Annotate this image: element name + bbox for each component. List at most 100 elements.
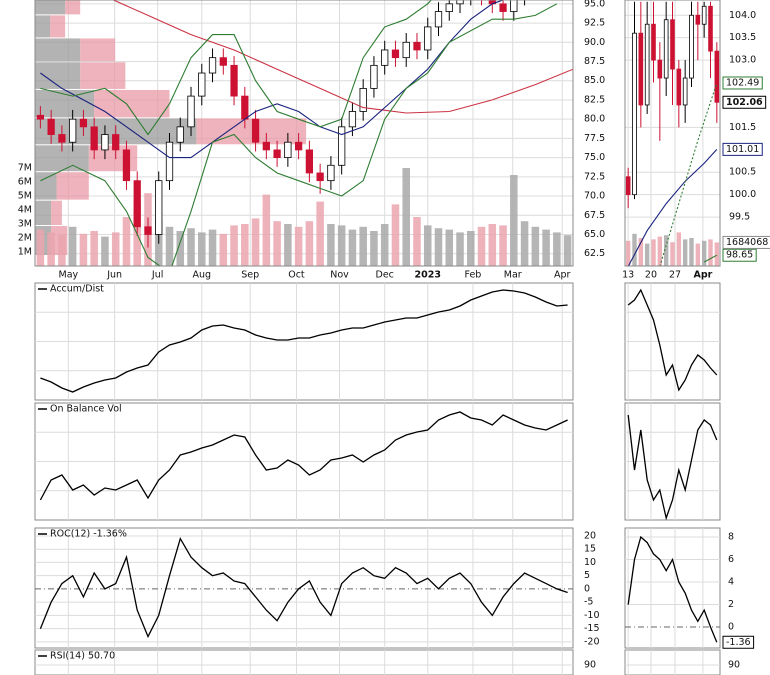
volume-by-price-down xyxy=(50,15,66,38)
y-tick-label: 100.0 xyxy=(729,189,756,200)
candle-body xyxy=(58,134,66,143)
candle-body xyxy=(359,88,367,112)
y-tick-label: 67.5 xyxy=(584,210,605,221)
candle-body xyxy=(155,180,163,235)
volume-bar xyxy=(273,221,281,266)
x-tick-label: 27 xyxy=(669,270,681,281)
candle-body xyxy=(284,141,292,159)
volume-bar xyxy=(563,235,572,266)
candle-body xyxy=(90,126,98,151)
y-tick-label: 80.0 xyxy=(584,114,605,125)
volume-bar xyxy=(305,221,314,266)
volume-bar xyxy=(423,225,432,266)
candle-body xyxy=(370,64,378,89)
y-tick-label: 77.5 xyxy=(584,133,605,144)
panel-frame xyxy=(624,649,721,675)
volume-by-price-up xyxy=(35,15,51,38)
y-tick-label: 0 xyxy=(728,621,734,632)
y-tick-label: 62.5 xyxy=(584,248,605,259)
candle-body xyxy=(413,41,421,51)
volume-bar xyxy=(434,228,443,266)
volume-bar xyxy=(219,233,228,266)
volume-bar xyxy=(316,201,324,266)
volume-bar xyxy=(391,204,400,266)
volume-bar xyxy=(651,239,656,266)
volume-bar xyxy=(359,226,367,266)
volume-tick-label: 3M xyxy=(18,219,32,230)
candle-body xyxy=(714,50,720,103)
volume-bar xyxy=(542,229,550,266)
indicator-line xyxy=(39,411,568,501)
x-tick-label: Dec xyxy=(376,270,394,281)
candle-body xyxy=(701,5,707,25)
y-tick-label: 104.0 xyxy=(729,10,756,21)
panel-title: On Balance Vol xyxy=(50,404,122,415)
candle-body xyxy=(632,32,637,196)
y-tick-label: 70.0 xyxy=(584,191,605,202)
value-tag: 101.01 xyxy=(726,144,759,155)
y-tick-label: 2 xyxy=(728,599,734,610)
volume-bar xyxy=(294,226,303,266)
candle-body xyxy=(294,141,303,151)
y-tick-label: 99.5 xyxy=(729,212,750,223)
volume-by-price-up xyxy=(35,62,81,89)
value-tag: 102.06 xyxy=(726,97,763,108)
candle-body xyxy=(402,41,410,59)
candle-body xyxy=(391,49,400,59)
candle-body xyxy=(208,57,217,74)
volume-bar xyxy=(337,225,346,266)
x-tick-label: 20 xyxy=(645,270,657,281)
volume-bar xyxy=(101,236,109,266)
candle-body xyxy=(69,118,77,143)
panel-frame xyxy=(624,527,721,649)
candle-body xyxy=(36,114,45,120)
volume-bar xyxy=(380,224,389,266)
indicator-line xyxy=(627,414,718,521)
candle-body xyxy=(79,118,88,128)
x-tick-label: May xyxy=(59,270,79,281)
volume-tick-label: 7M xyxy=(18,163,32,174)
y-tick-label: -15 xyxy=(584,623,600,634)
panel-title: RSI(14) 50.70 xyxy=(50,651,115,662)
y-tick-label: 90 xyxy=(584,660,596,671)
panel-frame xyxy=(34,649,574,675)
volume-bar xyxy=(510,175,518,266)
candle-body xyxy=(670,19,675,70)
volume-bar xyxy=(187,228,195,266)
overlay-line xyxy=(627,149,718,266)
y-tick-label: 8 xyxy=(728,531,734,542)
candle-body xyxy=(708,5,713,52)
candle-body xyxy=(101,134,109,151)
volume-bar xyxy=(625,240,631,266)
y-tick-label: -20 xyxy=(584,636,600,647)
panel-title: ROC(12) -1.36% xyxy=(50,529,127,540)
x-tick-label: Apr xyxy=(554,270,571,281)
volume-bar xyxy=(348,229,357,266)
volume-bar xyxy=(695,243,701,266)
y-tick-label: 90.0 xyxy=(584,37,605,48)
candle-body xyxy=(424,26,432,51)
candle-body xyxy=(198,72,206,97)
overlay-line xyxy=(703,254,718,263)
volume-bar xyxy=(413,217,421,266)
candle-body xyxy=(219,57,227,66)
candle-body xyxy=(316,172,324,182)
volume-bar xyxy=(90,231,98,266)
value-tag: -1.36 xyxy=(726,637,751,648)
overlay-line xyxy=(40,0,505,159)
volume-bar xyxy=(638,238,644,266)
y-tick-label: 75.0 xyxy=(584,152,605,163)
volume-bar xyxy=(241,224,249,266)
volume-bar xyxy=(79,233,88,266)
x-tick-label: Nov xyxy=(330,270,349,281)
volume-bar xyxy=(198,232,206,266)
candle-body xyxy=(348,111,357,128)
y-tick-label: 82.5 xyxy=(584,94,605,105)
volume-bar xyxy=(230,225,238,266)
volume-bar xyxy=(176,231,185,266)
x-tick-label: Oct xyxy=(288,270,305,281)
volume-by-price-down xyxy=(80,38,116,62)
volume-bar xyxy=(701,240,707,266)
volume-by-price-down xyxy=(65,0,81,15)
value-tag-box xyxy=(722,248,757,262)
